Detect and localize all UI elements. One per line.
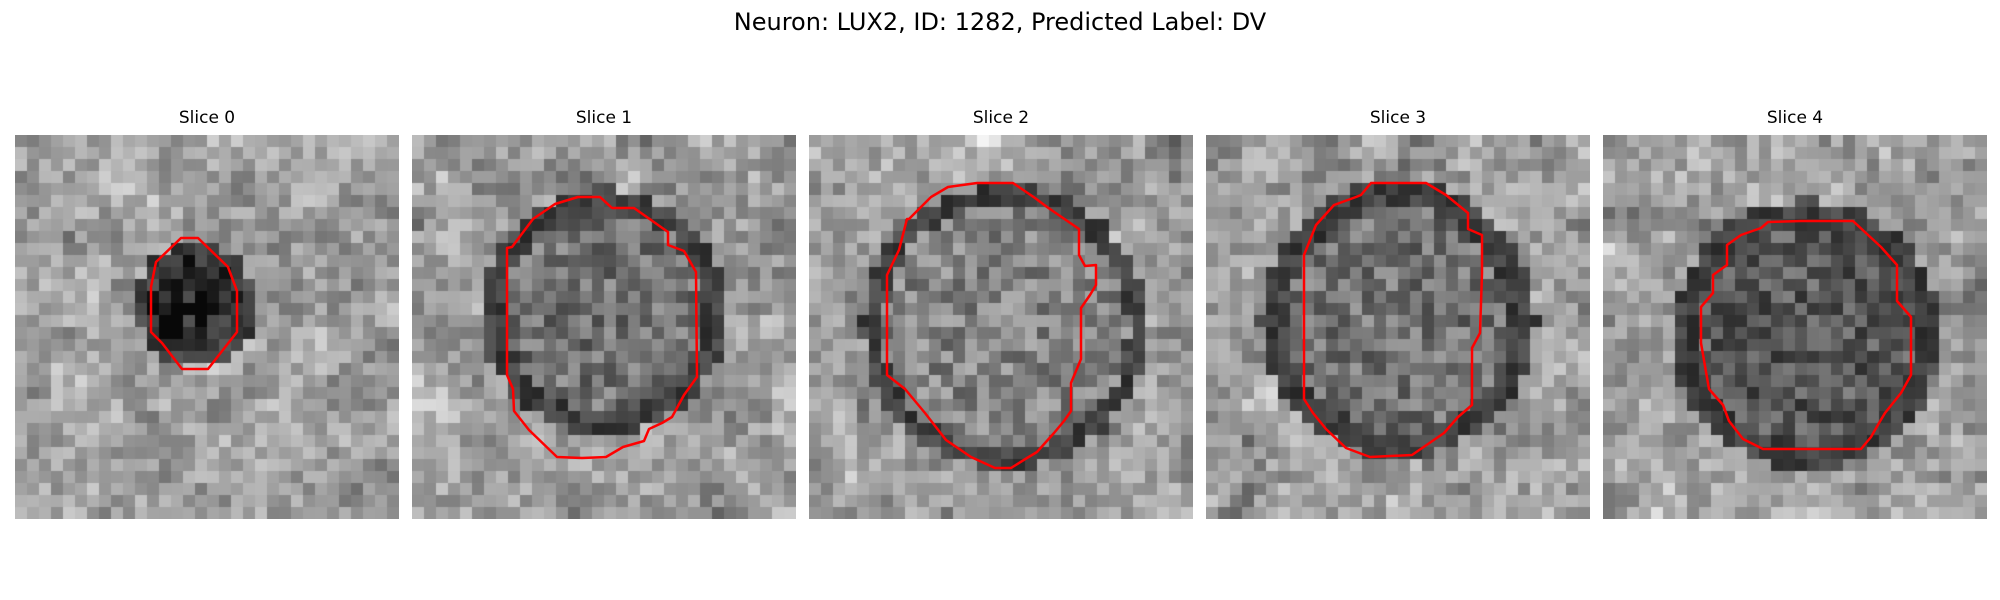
roi-outline — [1699, 219, 1913, 451]
slice-panel-0: Slice 0 — [15, 108, 399, 520]
roi-outline-overlay — [1699, 219, 1913, 451]
roi-outline — [149, 236, 239, 371]
roi-outline — [505, 195, 699, 460]
roi-outline — [885, 181, 1098, 470]
slice-title: Slice 4 — [1766, 108, 1824, 128]
slice-panel-4: Slice 4 — [1603, 108, 1987, 520]
grayscale-slice-image — [1603, 135, 1987, 519]
slice-title: Slice 3 — [1369, 108, 1427, 128]
slice-title: Slice 0 — [178, 108, 236, 128]
roi-outline-overlay — [505, 195, 699, 460]
roi-outline-overlay — [149, 236, 239, 371]
roi-outline-overlay — [1302, 181, 1484, 459]
slice-panel-1: Slice 1 — [412, 108, 796, 520]
slice-title: Slice 2 — [972, 108, 1030, 128]
slice-panel-3: Slice 3 — [1206, 108, 1590, 520]
slice-panel-2: Slice 2 — [809, 108, 1193, 520]
figure-title: Neuron: LUX2, ID: 1282, Predicted Label:… — [733, 8, 1267, 36]
roi-outline-overlay — [885, 181, 1098, 470]
roi-outline — [1302, 181, 1484, 459]
slice-title: Slice 1 — [575, 108, 633, 128]
grayscale-slice-image — [15, 135, 399, 519]
grayscale-slice-image — [809, 135, 1193, 519]
